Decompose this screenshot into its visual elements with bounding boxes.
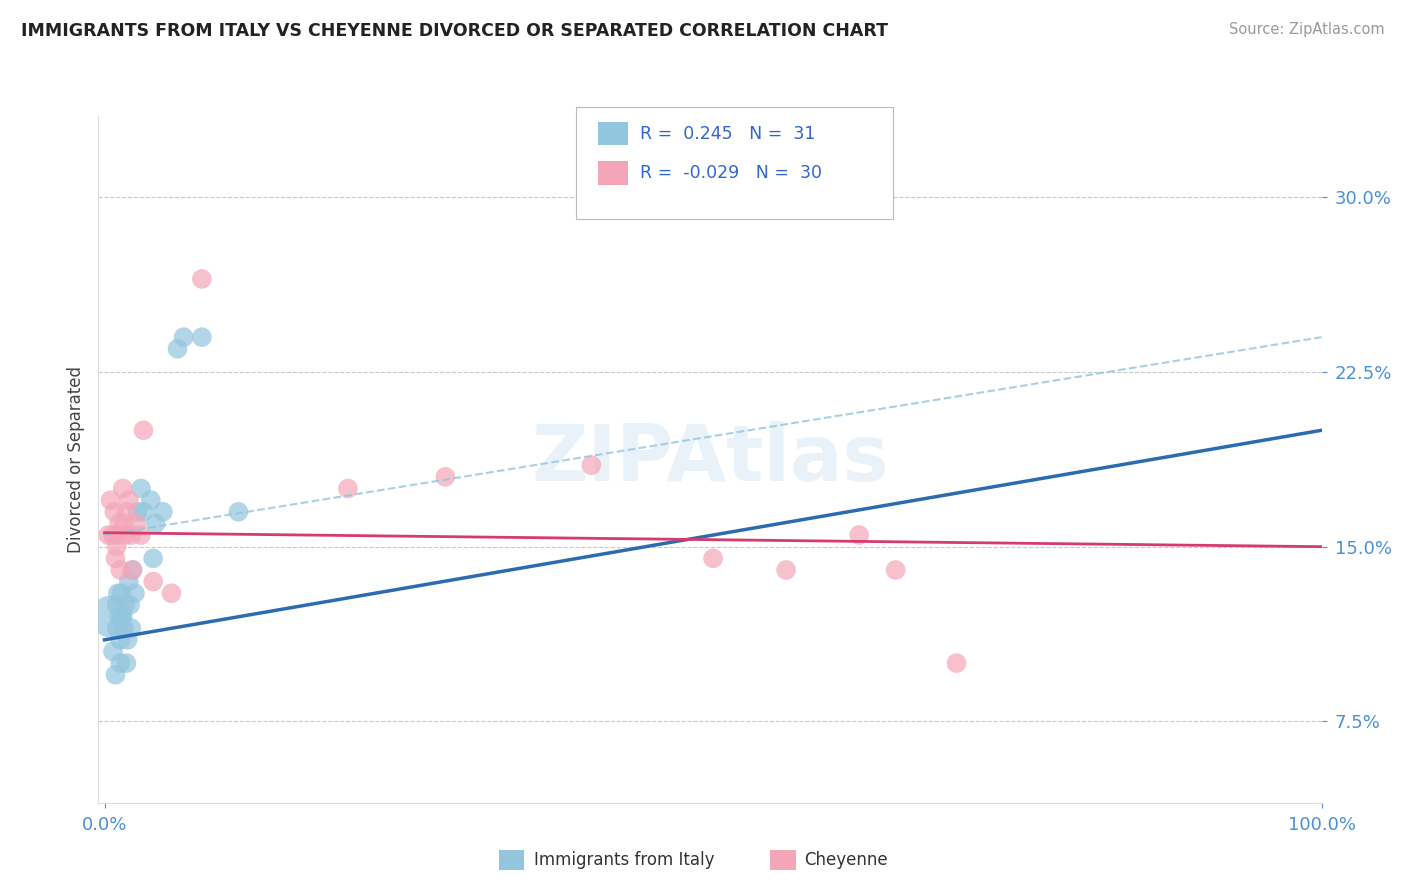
Point <box>107 528 129 542</box>
Point <box>152 505 174 519</box>
Point <box>120 621 142 635</box>
Point <box>110 586 132 600</box>
Point <box>125 516 148 531</box>
Y-axis label: Divorced or Separated: Divorced or Separated <box>66 366 84 553</box>
Text: ZIPAtlas: ZIPAtlas <box>531 421 889 498</box>
Point <box>848 528 870 542</box>
Point <box>108 609 131 624</box>
Point <box>121 563 143 577</box>
Point <box>120 528 142 542</box>
Point <box>142 574 165 589</box>
Point <box>120 598 142 612</box>
Point <box>115 505 138 519</box>
Point <box>101 644 124 658</box>
Point <box>107 586 129 600</box>
Point <box>110 632 132 647</box>
Point <box>129 528 152 542</box>
Point <box>434 470 457 484</box>
Point <box>166 342 188 356</box>
Point <box>173 330 195 344</box>
Point <box>117 632 139 647</box>
Point <box>228 505 250 519</box>
Text: R =  0.245   N =  31: R = 0.245 N = 31 <box>640 125 815 143</box>
Point <box>101 528 124 542</box>
Point <box>132 423 155 437</box>
Point <box>115 656 138 670</box>
Text: Immigrants from Italy: Immigrants from Italy <box>534 851 714 869</box>
Point <box>104 551 127 566</box>
Point <box>110 563 132 577</box>
Point <box>97 528 120 542</box>
Point <box>111 482 134 496</box>
Point <box>103 505 125 519</box>
Point <box>105 598 128 612</box>
Point <box>336 482 359 496</box>
Point <box>100 609 122 624</box>
Point <box>118 574 141 589</box>
Point <box>100 493 122 508</box>
Point <box>702 551 724 566</box>
Point <box>124 586 146 600</box>
Point <box>145 516 167 531</box>
Point <box>114 528 136 542</box>
Point <box>121 563 143 577</box>
Point <box>139 493 162 508</box>
Point <box>110 656 132 670</box>
Point <box>114 598 136 612</box>
Point <box>108 516 131 531</box>
Point <box>118 493 141 508</box>
Text: Cheyenne: Cheyenne <box>804 851 887 869</box>
Point <box>142 551 165 566</box>
Point <box>112 516 135 531</box>
Point <box>191 272 214 286</box>
Text: IMMIGRANTS FROM ITALY VS CHEYENNE DIVORCED OR SEPARATED CORRELATION CHART: IMMIGRANTS FROM ITALY VS CHEYENNE DIVORC… <box>21 22 889 40</box>
Point <box>127 505 149 519</box>
Point <box>105 621 128 635</box>
Point <box>191 330 214 344</box>
Point <box>775 563 797 577</box>
Text: Source: ZipAtlas.com: Source: ZipAtlas.com <box>1229 22 1385 37</box>
Point <box>105 540 128 554</box>
Point <box>104 667 127 681</box>
Point <box>111 609 134 624</box>
Point <box>945 656 967 670</box>
Point <box>581 458 603 473</box>
Point <box>129 482 152 496</box>
Text: R =  -0.029   N =  30: R = -0.029 N = 30 <box>640 164 821 182</box>
Point <box>132 505 155 519</box>
Point <box>160 586 183 600</box>
Point <box>112 621 135 635</box>
Point <box>884 563 907 577</box>
